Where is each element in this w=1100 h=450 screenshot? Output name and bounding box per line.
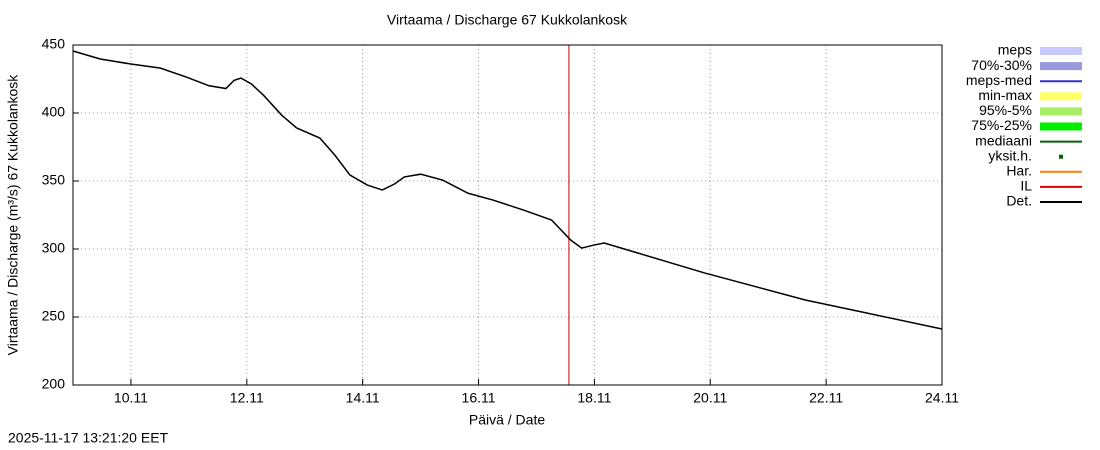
legend-swatch [1040, 92, 1082, 101]
legend-label: yksit.h. [988, 147, 1032, 163]
x-tick-label: 20.11 [693, 390, 727, 406]
legend-swatch [1040, 122, 1082, 131]
legend-label: meps-med [966, 72, 1032, 88]
legend-label: IL [1020, 178, 1032, 194]
legend-label: 95%-5% [979, 102, 1032, 118]
y-tick-label: 450 [42, 36, 66, 52]
x-tick-label: 14.11 [346, 390, 380, 406]
legend-label: Har. [1006, 163, 1032, 179]
legend-label: Det. [1006, 193, 1032, 209]
legend-label: 75%-25% [971, 117, 1032, 133]
legend-label: meps [998, 42, 1032, 58]
y-tick-label: 300 [42, 240, 66, 256]
legend-swatch [1040, 107, 1082, 116]
timestamp: 2025-11-17 13:21:20 EET [8, 430, 169, 446]
legend-label: 70%-30% [971, 57, 1032, 73]
legend-label: min-max [978, 87, 1032, 103]
y-tick-label: 400 [42, 104, 66, 120]
legend-label: mediaani [975, 132, 1032, 148]
y-tick-label: 250 [42, 308, 66, 324]
y-tick-label: 200 [42, 376, 66, 392]
x-tick-label: 10.11 [114, 390, 148, 406]
x-tick-label: 22.11 [809, 390, 843, 406]
legend-swatch [1059, 154, 1063, 159]
chart-title: Virtaama / Discharge 67 Kukkolankosk [387, 12, 628, 28]
series-line [72, 50, 943, 330]
y-tick-label: 350 [42, 172, 66, 188]
x-axis-label: Päivä / Date [469, 412, 545, 428]
x-tick-label: 16.11 [462, 390, 496, 406]
plot-frame [72, 44, 943, 386]
x-tick-label: 12.11 [230, 390, 264, 406]
legend-swatch [1040, 62, 1082, 71]
y-axis-label: Virtaama / Discharge (m³/s) 67 Kukkolank… [5, 74, 21, 356]
x-tick-label: 24.11 [925, 390, 959, 406]
x-tick-label: 18.11 [577, 390, 611, 406]
legend-swatch [1040, 47, 1082, 55]
